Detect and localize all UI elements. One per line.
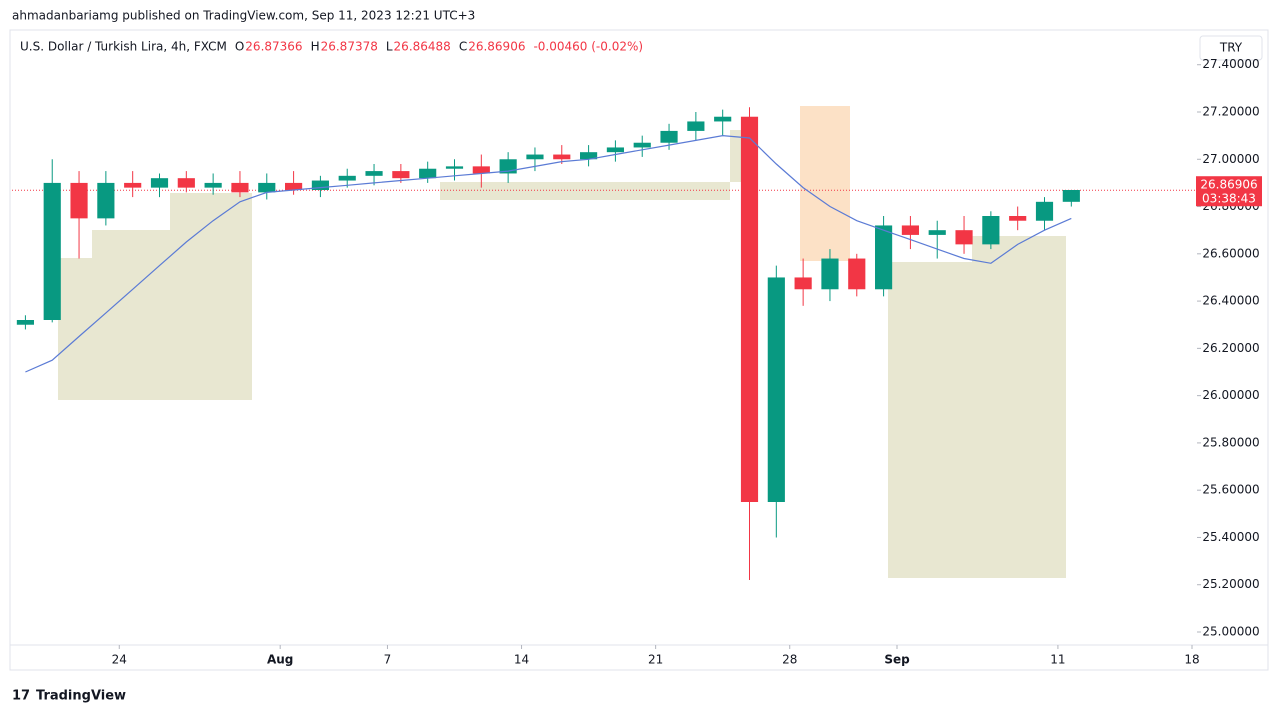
candle-body bbox=[714, 116, 732, 122]
candle-body bbox=[97, 182, 115, 219]
candle-body bbox=[1035, 201, 1054, 221]
countdown-label: 03:38:43 bbox=[1202, 192, 1256, 206]
candle-body bbox=[794, 277, 812, 290]
x-tick-label: 11 bbox=[1050, 653, 1065, 667]
currency-button[interactable] bbox=[1199, 35, 1263, 61]
candle-body bbox=[392, 171, 410, 179]
candle-body bbox=[875, 225, 893, 290]
candle-body bbox=[311, 180, 329, 190]
publish-header: ahmadanbariamg published on TradingView.… bbox=[12, 9, 475, 23]
candle-body bbox=[553, 154, 571, 160]
shaded-zone bbox=[888, 236, 1066, 578]
candle-body bbox=[419, 168, 437, 179]
y-tick-label: 26.00000 bbox=[1202, 388, 1259, 402]
y-tick-label: 25.00000 bbox=[1202, 625, 1259, 639]
moving-average bbox=[25, 134, 1072, 373]
ohlc-key: H bbox=[311, 40, 320, 54]
ohlc-change: -0.00460 (-0.02%) bbox=[533, 40, 643, 54]
last-price-label: 26.86906 bbox=[1200, 178, 1257, 192]
candle-body bbox=[1062, 190, 1080, 202]
y-tick-label: 26.40000 bbox=[1202, 294, 1259, 308]
candle-body bbox=[928, 230, 946, 235]
symbol-title: U.S. Dollar / Turkish Lira, 4h, FXCM bbox=[20, 40, 227, 54]
y-tick-label: 27.20000 bbox=[1202, 105, 1259, 119]
x-tick-label: Sep bbox=[884, 653, 910, 667]
candle-body bbox=[740, 116, 759, 503]
candle-body bbox=[580, 152, 598, 160]
ohlc-value: 26.87378 bbox=[321, 40, 378, 54]
y-tick-label: 25.60000 bbox=[1202, 483, 1259, 497]
candle-body bbox=[633, 142, 651, 148]
y-tick-label: 27.00000 bbox=[1202, 152, 1259, 166]
last-price-box bbox=[1196, 176, 1262, 207]
y-tick-label: 26.60000 bbox=[1202, 246, 1259, 260]
candle-body bbox=[821, 258, 839, 290]
footer-logo: 17 bbox=[12, 689, 30, 704]
candle-body bbox=[445, 166, 464, 169]
chart-frame bbox=[9, 29, 1269, 671]
candle-body bbox=[338, 175, 356, 181]
x-tick-label: 18 bbox=[1184, 653, 1199, 667]
x-tick-label: 28 bbox=[782, 653, 797, 667]
currency-label[interactable]: TRY bbox=[1219, 41, 1243, 55]
y-tick-label: 25.80000 bbox=[1202, 435, 1259, 449]
candle-body bbox=[1009, 216, 1027, 221]
candle-body bbox=[231, 182, 249, 193]
candle-body bbox=[767, 277, 785, 502]
ohlc-legend: U.S. Dollar / Turkish Lira, 4h, FXCM O 26… bbox=[20, 40, 643, 54]
ohlc-key: L bbox=[386, 40, 393, 54]
x-tick-label: 7 bbox=[384, 653, 392, 667]
candle-body bbox=[472, 166, 490, 174]
candle-body bbox=[955, 230, 973, 245]
ohlc-key: C bbox=[459, 40, 467, 54]
y-tick-label: 25.40000 bbox=[1202, 530, 1259, 544]
x-tick-label: 14 bbox=[514, 653, 529, 667]
candle-body bbox=[982, 216, 1000, 245]
x-tick-label: Aug bbox=[267, 653, 293, 667]
y-tick-label: 25.20000 bbox=[1202, 577, 1259, 591]
candle-body bbox=[526, 154, 544, 160]
candle-body bbox=[16, 320, 34, 325]
candle-body bbox=[124, 182, 142, 188]
footer-brand: TradingView bbox=[36, 689, 126, 704]
candle-body bbox=[177, 178, 195, 188]
shaded-zone bbox=[440, 130, 752, 200]
candle-body bbox=[204, 182, 222, 188]
ohlc-key: O bbox=[235, 40, 244, 54]
ohlc-value: 26.86906 bbox=[468, 40, 525, 54]
ohlc-value: 26.87366 bbox=[245, 40, 302, 54]
shaded-zone bbox=[58, 193, 252, 400]
x-tick-label: 24 bbox=[112, 653, 127, 667]
candle-body bbox=[687, 121, 705, 131]
x-tick-label: 21 bbox=[648, 653, 663, 667]
candle-body bbox=[285, 182, 303, 190]
candle-body bbox=[70, 182, 88, 219]
y-tick-label: 27.40000 bbox=[1202, 57, 1259, 71]
candle-body bbox=[258, 182, 276, 193]
candle-body bbox=[150, 178, 169, 188]
y-tick-label: 26.20000 bbox=[1202, 341, 1259, 355]
shaded-zone bbox=[800, 106, 850, 261]
candle-body bbox=[365, 171, 383, 176]
candle-body bbox=[848, 258, 866, 290]
candle-body bbox=[43, 182, 61, 320]
candle-body bbox=[606, 147, 624, 153]
ohlc-value: 26.86488 bbox=[394, 40, 451, 54]
candle-body bbox=[660, 130, 678, 143]
candle-body bbox=[901, 225, 919, 235]
